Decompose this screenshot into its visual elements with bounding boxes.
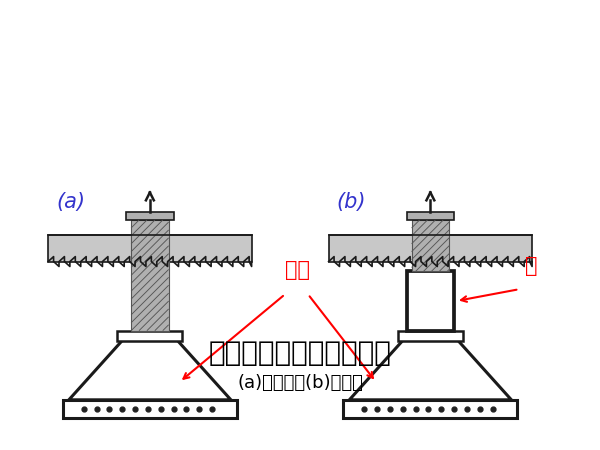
Polygon shape — [329, 235, 532, 261]
Polygon shape — [398, 331, 463, 341]
Polygon shape — [117, 331, 182, 341]
Polygon shape — [407, 271, 454, 331]
Text: 肋: 肋 — [525, 256, 538, 276]
Text: 底板: 底板 — [284, 260, 310, 280]
Polygon shape — [131, 220, 169, 331]
Text: 墙下钢筋混凝土条形基础: 墙下钢筋混凝土条形基础 — [209, 339, 391, 367]
Polygon shape — [412, 220, 449, 271]
Polygon shape — [407, 212, 454, 220]
Polygon shape — [63, 400, 237, 418]
Polygon shape — [349, 341, 511, 400]
Polygon shape — [343, 400, 517, 418]
Text: (a): (a) — [56, 192, 85, 212]
Polygon shape — [69, 341, 231, 400]
Text: (a)无肋的；(b)有肋的: (a)无肋的；(b)有肋的 — [237, 374, 363, 392]
Polygon shape — [126, 212, 173, 220]
Text: (b): (b) — [337, 192, 366, 212]
Polygon shape — [48, 235, 251, 261]
